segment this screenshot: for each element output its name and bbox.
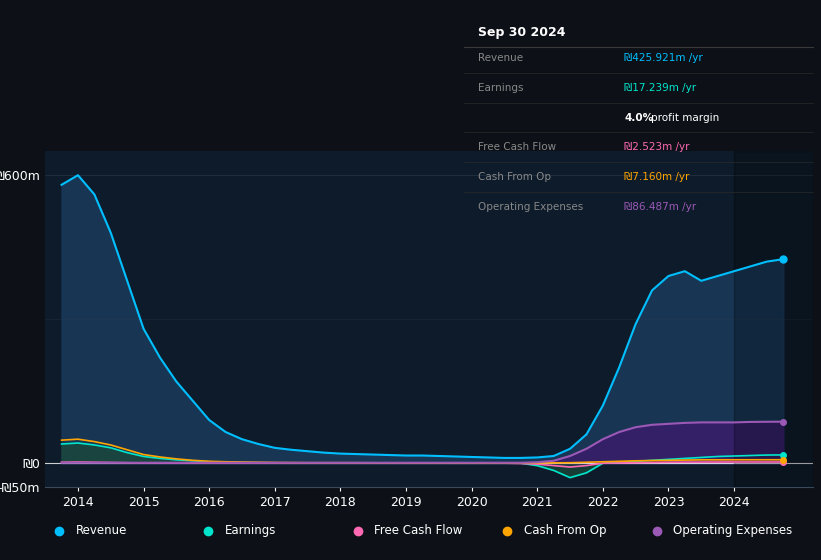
Text: Operating Expenses: Operating Expenses <box>478 202 583 212</box>
Text: Earnings: Earnings <box>478 83 523 93</box>
Text: Earnings: Earnings <box>225 524 276 537</box>
Text: Cash From Op: Cash From Op <box>524 524 606 537</box>
Text: Revenue: Revenue <box>76 524 126 537</box>
Text: Revenue: Revenue <box>478 53 523 63</box>
Text: ₪425.921m /yr: ₪425.921m /yr <box>624 53 703 63</box>
Text: Cash From Op: Cash From Op <box>478 172 551 182</box>
Text: ₪17.239m /yr: ₪17.239m /yr <box>624 83 696 93</box>
Bar <box>734 151 813 487</box>
Text: Operating Expenses: Operating Expenses <box>673 524 792 537</box>
Text: Free Cash Flow: Free Cash Flow <box>478 142 556 152</box>
Text: ₪7.160m /yr: ₪7.160m /yr <box>624 172 690 182</box>
Text: 4.0%: 4.0% <box>624 113 654 123</box>
Text: Free Cash Flow: Free Cash Flow <box>374 524 463 537</box>
Text: ₪86.487m /yr: ₪86.487m /yr <box>624 202 696 212</box>
Text: ₪2.523m /yr: ₪2.523m /yr <box>624 142 690 152</box>
Text: Sep 30 2024: Sep 30 2024 <box>478 26 566 39</box>
Text: profit margin: profit margin <box>650 113 719 123</box>
